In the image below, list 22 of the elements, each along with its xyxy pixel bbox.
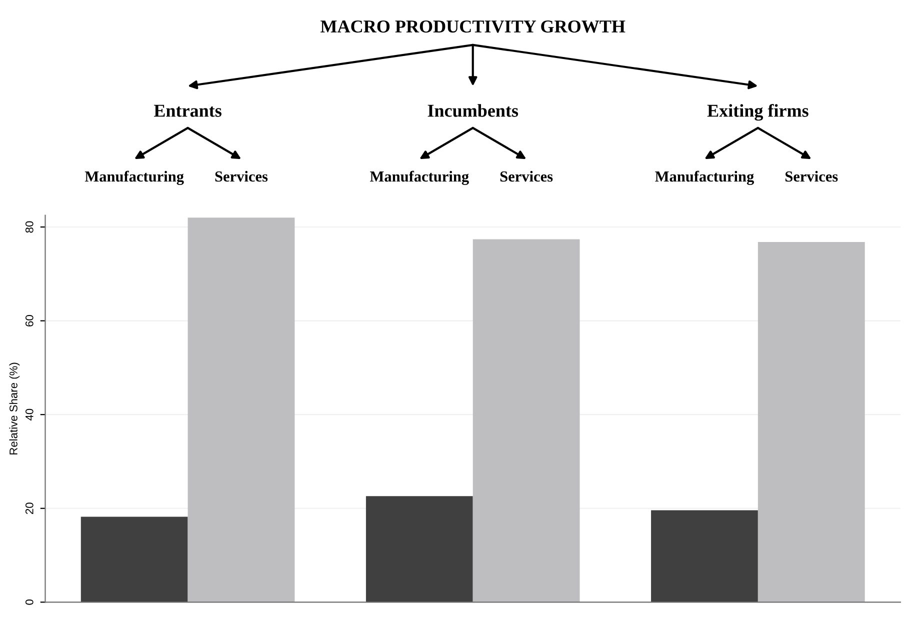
bar: [80, 516, 188, 602]
x-tick-label: Incumbents: [428, 104, 518, 117]
x-tick-label: Entrants: [154, 104, 222, 117]
text: Manufacturing: [370, 170, 469, 185]
text: Services: [215, 170, 268, 182]
x-tick-label: Exiting firms: [707, 104, 808, 121]
bar: [651, 510, 758, 602]
text: Services: [785, 170, 838, 182]
y-tick-label: 0: [25, 600, 34, 605]
y-axis-title: Relative Share (%): [9, 362, 20, 454]
chart-title: MACRO PRODUCTIVITY GROWTH: [320, 20, 626, 33]
bar: [472, 239, 580, 602]
y-tick-label: 60: [25, 315, 34, 326]
text: Manufacturing: [655, 170, 754, 185]
y-tick-label: 80: [25, 221, 34, 233]
text: Manufacturing: [84, 170, 184, 185]
text: Services: [500, 170, 553, 182]
bar: [188, 218, 295, 602]
bar: [366, 496, 473, 602]
y-tick-label: 40: [25, 408, 34, 421]
bar: [758, 242, 865, 602]
y-tick-label: 20: [25, 502, 34, 514]
